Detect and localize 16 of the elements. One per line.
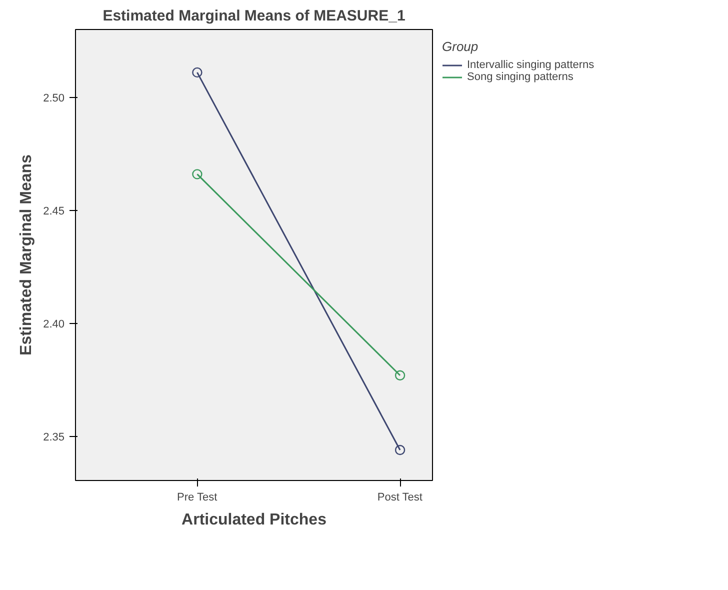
- point: [394, 444, 406, 456]
- legend-title: Group: [442, 39, 480, 54]
- point: [192, 67, 202, 78]
- point: [192, 169, 202, 180]
- y-tick-label: 2.45: [43, 205, 65, 218]
- y-axis-title: Estimated Marginal Means: [18, 154, 36, 356]
- y-tick-label: 2.50: [43, 92, 65, 104]
- legend-label: Intervallic singing patterns: [467, 59, 594, 71]
- y-tick-label: 2.35: [43, 431, 65, 444]
- x-axis-title: Articulated Pitches: [182, 512, 327, 528]
- legend-label: Song singing patterns: [467, 71, 574, 83]
- y-tick-label: 2.40: [43, 318, 65, 330]
- x-tick-label: Pre Test: [177, 492, 218, 504]
- chart-title: Estimated Marginal Means of MEASURE_1: [102, 8, 406, 24]
- point: [394, 370, 406, 380]
- x-tick-label: Post Test: [377, 492, 422, 504]
